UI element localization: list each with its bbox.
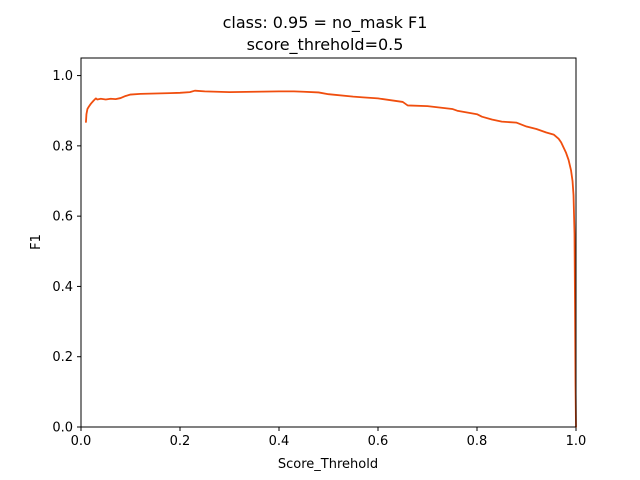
y-tick-label: 0.2 <box>52 350 73 365</box>
x-tick-label: 0.2 <box>170 434 191 449</box>
axis-ticks: 0.0 0.2 0.4 0.6 0.8 1.0 0.0 0.2 0.4 0.6 0.8 1.0 <box>52 69 586 449</box>
plot-frame <box>80 57 577 428</box>
y-tick-label: 0.8 <box>52 139 73 154</box>
y-tick-label: 0.0 <box>52 421 73 436</box>
series-layer <box>85 89 577 428</box>
chart-subtitle: score_threhold=0.5 <box>247 35 404 55</box>
x-axis-label: Score_Threhold <box>278 457 378 472</box>
y-axis-label: F1 <box>29 234 44 250</box>
x-tick-label: 1.0 <box>566 434 587 449</box>
f1-curve <box>85 89 577 428</box>
x-tick-label: 0.0 <box>71 434 92 449</box>
y-tick-label: 0.6 <box>52 210 73 225</box>
plot-area <box>81 58 576 427</box>
x-tick-label: 0.6 <box>368 434 389 449</box>
y-tick-label: 0.4 <box>52 280 73 295</box>
chart-title: class: 0.95 = no_mask F1 <box>223 13 428 33</box>
y-tick-label: 1.0 <box>52 69 73 84</box>
x-tick-label: 0.4 <box>269 434 290 449</box>
x-tick-label: 0.8 <box>467 434 488 449</box>
